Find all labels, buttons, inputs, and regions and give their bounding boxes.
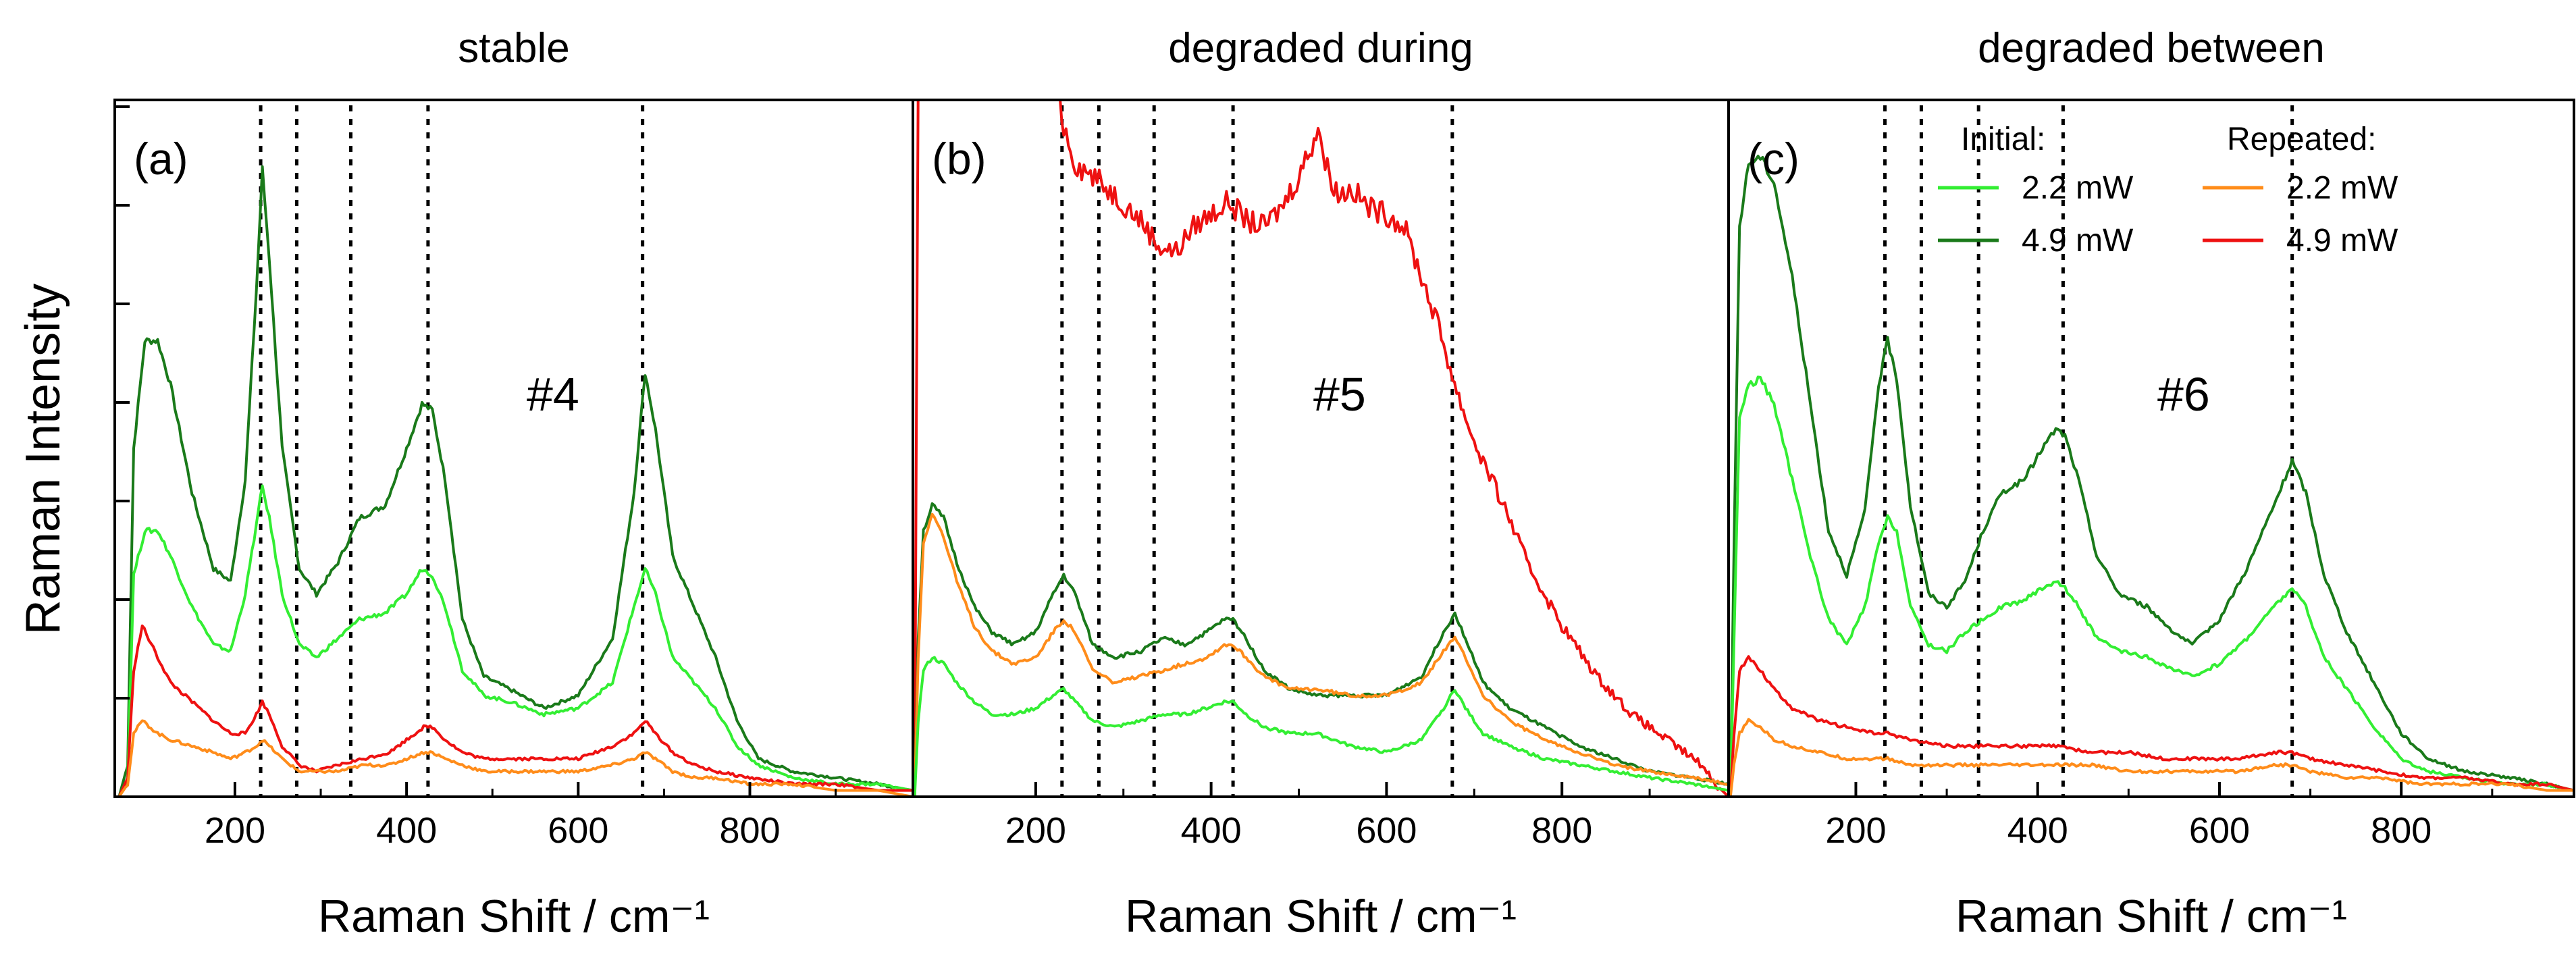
x-tick-label-800: 800 xyxy=(2371,810,2432,851)
trace-repeated-4-9-mw xyxy=(1729,655,2574,797)
x-tick-label-400: 400 xyxy=(1181,810,1242,851)
panel-title: degraded between xyxy=(1978,25,2325,72)
sample-number: #4 xyxy=(527,368,579,421)
x-tick-label-200: 200 xyxy=(205,810,265,851)
panel-label: (a) xyxy=(134,134,188,184)
legend-label-initial-4-9: 4.9 mW xyxy=(2022,223,2134,259)
panel-label: (c) xyxy=(1747,134,1799,184)
legend-repeated-header: Repeated: xyxy=(2227,122,2377,157)
x-axis-label: Raman Shift / cm⁻¹ xyxy=(1125,891,1517,942)
trace-repeated-2-2-mw xyxy=(913,512,1729,797)
x-tick-label-400: 400 xyxy=(2007,810,2068,851)
trace-initial-2-2-mw xyxy=(1729,375,2574,797)
x-tick-label-200: 200 xyxy=(1825,810,1886,851)
plot-frame xyxy=(113,99,914,798)
trace-repeated-2-2-mw xyxy=(1729,718,2574,797)
panel-title: stable xyxy=(458,25,569,72)
panel-2: degraded during 200 400 600 800 Raman Shift /… xyxy=(912,25,1730,942)
x-axis-label: Raman Shift / cm⁻¹ xyxy=(1955,891,2347,942)
legend: Initial: Repeated: 2.2 mW 4.9 mW 2.2 mW … xyxy=(1938,122,2398,259)
trace-initial-2-2-mw xyxy=(117,484,913,797)
trace-initial-2-2-mw xyxy=(913,656,1729,797)
panel-3: degraded between 200 400 600 800 Raman Shift … xyxy=(1727,25,2575,942)
trace-repeated-4-9-mw xyxy=(117,624,913,797)
trace-initial-4-9-mw xyxy=(1729,155,2574,797)
panel-label: (b) xyxy=(932,134,987,184)
panel-title: degraded during xyxy=(1168,25,1473,72)
trace-initial-4-9-mw xyxy=(117,165,913,797)
trace-initial-4-9-mw xyxy=(913,502,1729,797)
sample-number: #5 xyxy=(1313,368,1366,421)
x-tick-label-400: 400 xyxy=(376,810,437,851)
y-axis-label: Raman Intensity xyxy=(16,284,70,635)
x-tick-label-600: 600 xyxy=(2189,810,2250,851)
legend-label-repeated-2-2: 2.2 mW xyxy=(2286,170,2398,206)
x-tick-label-600: 600 xyxy=(548,810,608,851)
x-tick-label-800: 800 xyxy=(719,810,780,851)
x-tick-label-800: 800 xyxy=(1531,810,1592,851)
plot-frame xyxy=(1727,99,2575,798)
trace-repeated-2-2-mw xyxy=(117,719,913,797)
trace-repeated-4-9-mw xyxy=(913,100,1729,797)
x-tick-label-200: 200 xyxy=(1005,810,1066,851)
legend-label-repeated-4-9: 4.9 mW xyxy=(2286,223,2398,259)
sample-number: #6 xyxy=(2157,368,2210,421)
x-axis-label: Raman Shift / cm⁻¹ xyxy=(318,891,710,942)
legend-label-initial-2-2: 2.2 mW xyxy=(2022,170,2134,206)
x-tick-label-600: 600 xyxy=(1356,810,1417,851)
legend-initial-header: Initial: xyxy=(1961,122,2045,157)
